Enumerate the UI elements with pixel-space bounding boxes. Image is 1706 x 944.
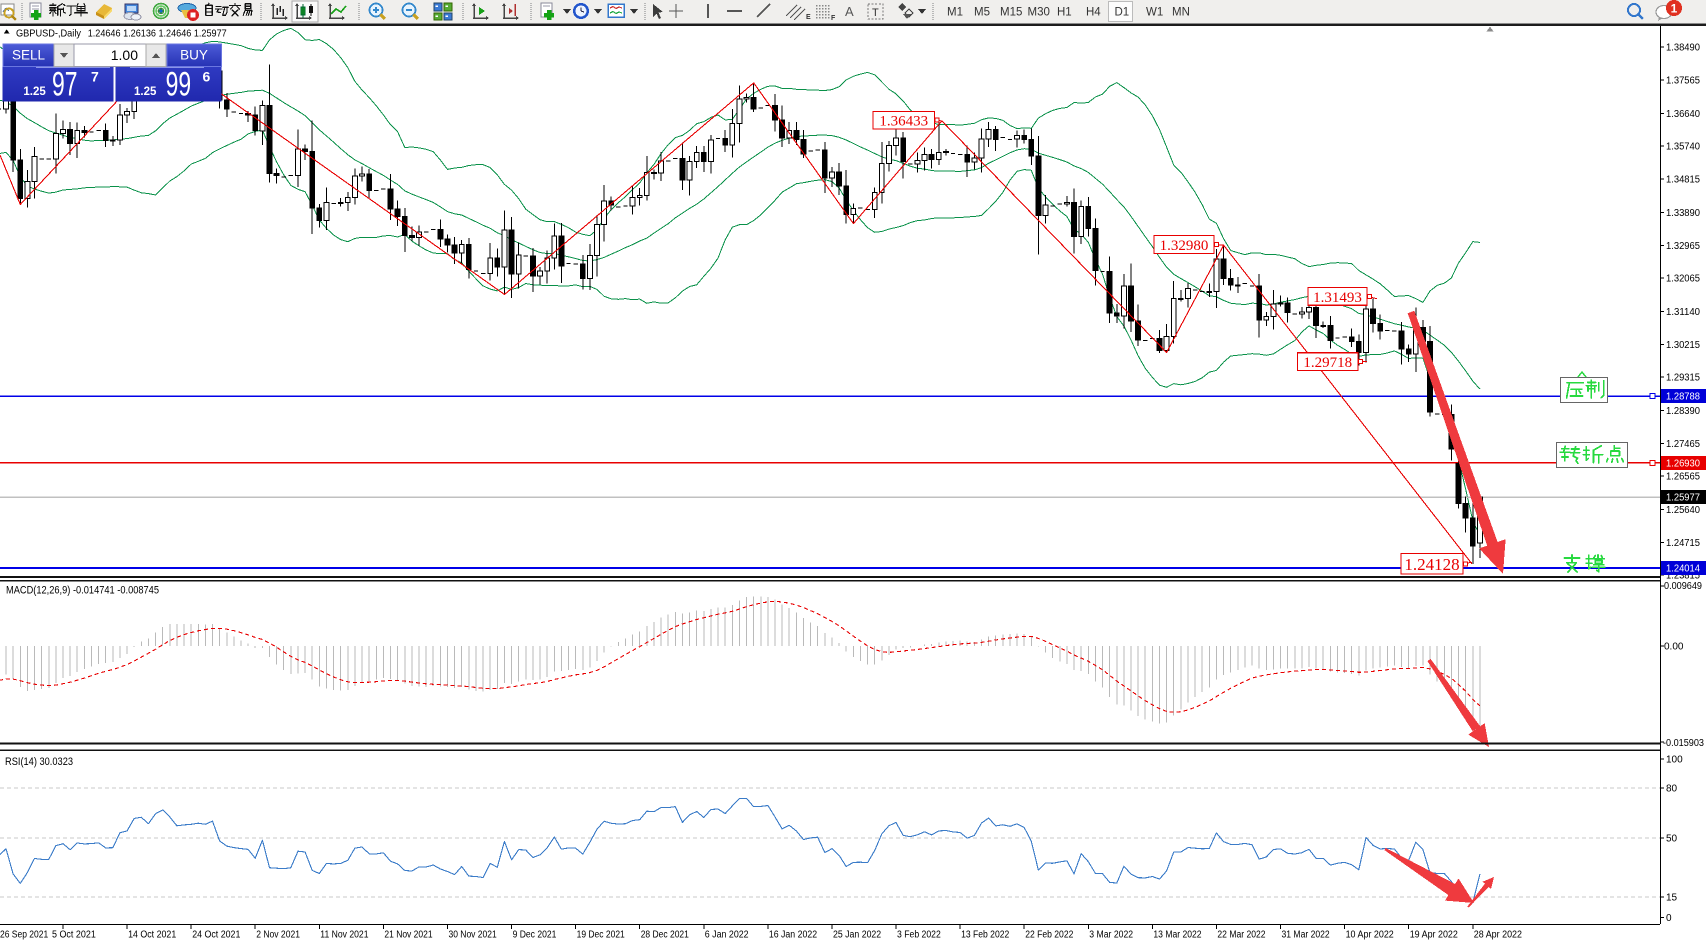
svg-text:1.27465: 1.27465: [1666, 439, 1700, 450]
svg-text:6: 6: [203, 68, 211, 84]
svg-text:1.29718: 1.29718: [1303, 355, 1352, 371]
svg-text:24 Oct 2021: 24 Oct 2021: [192, 930, 241, 941]
svg-text:28 Apr 2022: 28 Apr 2022: [1474, 930, 1523, 941]
svg-text:M1: M1: [947, 7, 963, 19]
svg-text:1.25640: 1.25640: [1666, 505, 1700, 516]
svg-text:31 Mar 2022: 31 Mar 2022: [1282, 930, 1331, 941]
svg-text:1.24128: 1.24128: [1404, 555, 1459, 574]
svg-text:97: 97: [52, 66, 78, 104]
svg-text:1.34815: 1.34815: [1666, 175, 1700, 186]
svg-text:1.31140: 1.31140: [1666, 307, 1700, 318]
svg-text:1.37565: 1.37565: [1666, 76, 1700, 87]
svg-text:W1: W1: [1146, 7, 1163, 19]
svg-text:1.38490: 1.38490: [1666, 42, 1700, 53]
svg-text:1.25: 1.25: [134, 86, 157, 98]
svg-text:M15: M15: [1000, 7, 1022, 19]
svg-text:1.25977: 1.25977: [1666, 493, 1700, 504]
svg-text:BUY: BUY: [180, 48, 208, 63]
svg-text:1.26930: 1.26930: [1666, 458, 1700, 469]
svg-text:6 Jan 2022: 6 Jan 2022: [705, 930, 749, 941]
svg-text:1.32980: 1.32980: [1160, 238, 1209, 254]
svg-text:1.33890: 1.33890: [1666, 208, 1700, 219]
svg-text:0.009649: 0.009649: [1664, 581, 1702, 592]
svg-text:1.23815: 1.23815: [1666, 571, 1700, 582]
svg-text:22 Mar 2022: 22 Mar 2022: [1217, 930, 1266, 941]
svg-text:30 Nov 2021: 30 Nov 2021: [449, 930, 498, 941]
svg-text:M5: M5: [974, 7, 990, 19]
svg-text:16 Jan 2022: 16 Jan 2022: [769, 930, 818, 941]
svg-text:25 Jan 2022: 25 Jan 2022: [833, 930, 882, 941]
svg-text:E: E: [806, 14, 811, 21]
svg-text:9 Dec 2021: 9 Dec 2021: [513, 930, 557, 941]
svg-text:1.30215: 1.30215: [1666, 340, 1700, 351]
svg-text:MN: MN: [1172, 7, 1190, 19]
svg-text:1.29315: 1.29315: [1666, 373, 1700, 384]
svg-text:D1: D1: [1115, 7, 1130, 19]
svg-text:MACD(12,26,9) -0.014741 -0.008: MACD(12,26,9) -0.014741 -0.008745: [6, 584, 159, 596]
svg-text:1.32965: 1.32965: [1666, 241, 1700, 252]
svg-text:99: 99: [166, 66, 192, 104]
svg-text:1.31493: 1.31493: [1313, 290, 1362, 306]
svg-text:A: A: [845, 4, 854, 19]
svg-text:100: 100: [1666, 755, 1683, 766]
svg-text:50: 50: [1666, 834, 1678, 845]
svg-text:15: 15: [1666, 892, 1678, 903]
svg-text:1.00: 1.00: [111, 47, 138, 63]
svg-text:RSI(14) 30.0323: RSI(14) 30.0323: [5, 756, 73, 768]
svg-text:1.28788: 1.28788: [1666, 392, 1700, 403]
svg-text:1.28390: 1.28390: [1666, 406, 1700, 417]
svg-text:T: T: [872, 7, 879, 19]
svg-text:1.25: 1.25: [23, 86, 46, 98]
svg-text:H1: H1: [1057, 7, 1072, 19]
svg-text:1.24014: 1.24014: [1666, 563, 1700, 574]
svg-text:1.24646 1.26136 1.24646 1.2597: 1.24646 1.26136 1.24646 1.25977: [88, 28, 227, 40]
svg-text:13 Mar 2022: 13 Mar 2022: [1153, 930, 1202, 941]
svg-text:26 Sep 2021: 26 Sep 2021: [0, 930, 49, 941]
svg-text:1.24715: 1.24715: [1666, 538, 1700, 549]
svg-text:3 Mar 2022: 3 Mar 2022: [1089, 930, 1133, 941]
svg-text:GBPUSD-,Daily: GBPUSD-,Daily: [16, 28, 82, 40]
svg-text:H4: H4: [1086, 7, 1101, 19]
svg-text:1.26565: 1.26565: [1666, 472, 1700, 483]
svg-text:1: 1: [1671, 2, 1678, 16]
svg-text:3 Feb 2022: 3 Feb 2022: [897, 930, 941, 941]
svg-text:1.36640: 1.36640: [1666, 109, 1700, 120]
svg-text:80: 80: [1666, 783, 1678, 794]
svg-text:19 Dec 2021: 19 Dec 2021: [577, 930, 626, 941]
svg-text:22 Feb 2022: 22 Feb 2022: [1025, 930, 1074, 941]
svg-text:-0.015903: -0.015903: [1663, 738, 1704, 749]
svg-text:1.32065: 1.32065: [1666, 274, 1700, 285]
svg-text:7: 7: [91, 68, 99, 84]
svg-text:0.00: 0.00: [1664, 642, 1684, 653]
svg-text:19 Apr 2022: 19 Apr 2022: [1410, 930, 1459, 941]
svg-text:13 Feb 2022: 13 Feb 2022: [961, 930, 1010, 941]
svg-text:14 Oct 2021: 14 Oct 2021: [128, 930, 177, 941]
svg-text:21 Nov 2021: 21 Nov 2021: [384, 930, 433, 941]
svg-text:28 Dec 2021: 28 Dec 2021: [641, 930, 690, 941]
svg-text:SELL: SELL: [12, 48, 46, 63]
svg-text:10 Apr 2022: 10 Apr 2022: [1346, 930, 1395, 941]
svg-text:2 Nov 2021: 2 Nov 2021: [256, 930, 300, 941]
svg-text:1.35740: 1.35740: [1666, 141, 1700, 152]
svg-text:0: 0: [1666, 913, 1672, 924]
svg-text:1.36433: 1.36433: [879, 114, 928, 130]
svg-text:F: F: [831, 15, 836, 22]
svg-text:5 Oct 2021: 5 Oct 2021: [52, 930, 96, 941]
svg-text:M30: M30: [1028, 7, 1050, 19]
svg-text:11 Nov 2021: 11 Nov 2021: [320, 930, 369, 941]
